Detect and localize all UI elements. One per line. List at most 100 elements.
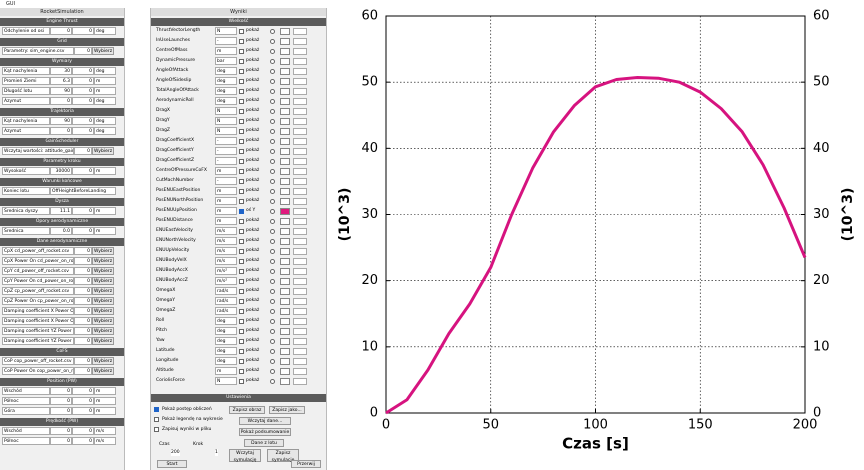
axis-checkbox[interactable] bbox=[270, 198, 275, 204]
show-checkbox[interactable] bbox=[239, 198, 244, 204]
value-input[interactable]: 11.1 bbox=[50, 207, 72, 215]
unit-select[interactable]: deg bbox=[94, 117, 116, 125]
choose-button[interactable]: Wybierz bbox=[92, 327, 114, 335]
unit-select[interactable]: m bbox=[215, 47, 237, 55]
style-dropdown[interactable] bbox=[293, 367, 307, 375]
show-checkbox[interactable] bbox=[239, 258, 244, 264]
show-checkbox[interactable] bbox=[239, 178, 244, 184]
axis-checkbox[interactable] bbox=[270, 378, 275, 384]
show-checkbox[interactable] bbox=[239, 308, 244, 314]
offset-input[interactable]: 0 bbox=[72, 397, 94, 405]
unit-select[interactable]: deg bbox=[94, 67, 116, 75]
value-input[interactable]: 0 bbox=[50, 397, 72, 405]
color-swatch[interactable] bbox=[280, 187, 290, 195]
color-swatch[interactable] bbox=[280, 327, 290, 335]
axis-checkbox[interactable] bbox=[270, 228, 275, 234]
choose-button[interactable]: Wybierz bbox=[92, 357, 114, 365]
value-input[interactable]: 30000 bbox=[50, 167, 72, 175]
choose-button[interactable]: Wybierz bbox=[92, 267, 114, 275]
color-swatch[interactable] bbox=[280, 107, 290, 115]
style-dropdown[interactable] bbox=[293, 327, 307, 335]
unit-select[interactable]: m bbox=[215, 187, 237, 195]
offset-input[interactable]: 0 bbox=[72, 167, 94, 175]
color-swatch[interactable] bbox=[280, 367, 290, 375]
start-button[interactable]: Start bbox=[157, 460, 187, 468]
show-checkbox[interactable] bbox=[239, 298, 244, 304]
axis-checkbox[interactable] bbox=[270, 48, 275, 54]
unit-select[interactable]: m bbox=[94, 407, 116, 415]
color-swatch[interactable] bbox=[280, 137, 290, 145]
value-input[interactable]: 0 bbox=[74, 147, 92, 155]
color-swatch[interactable] bbox=[280, 307, 290, 315]
style-dropdown[interactable] bbox=[293, 317, 307, 325]
color-swatch[interactable] bbox=[280, 97, 290, 105]
axis-checkbox[interactable] bbox=[270, 238, 275, 244]
style-dropdown[interactable] bbox=[293, 187, 307, 195]
choose-button[interactable]: Wybierz bbox=[92, 247, 114, 255]
style-dropdown[interactable] bbox=[293, 27, 307, 35]
choose-button[interactable]: Wybierz bbox=[92, 277, 114, 285]
unit-select[interactable]: deg bbox=[215, 327, 237, 335]
choose-button[interactable]: Wybierz bbox=[92, 147, 114, 155]
color-swatch[interactable] bbox=[280, 117, 290, 125]
value-input[interactable]: 0 bbox=[50, 27, 72, 35]
color-swatch[interactable] bbox=[280, 227, 290, 235]
style-dropdown[interactable] bbox=[293, 337, 307, 345]
unit-select[interactable]: m bbox=[215, 217, 237, 225]
value-input[interactable]: 6.3 bbox=[50, 77, 72, 85]
style-dropdown[interactable] bbox=[293, 377, 307, 385]
style-dropdown[interactable] bbox=[293, 227, 307, 235]
value-input[interactable]: 0 bbox=[74, 267, 92, 275]
offset-input[interactable]: 0 bbox=[72, 67, 94, 75]
color-swatch[interactable] bbox=[280, 237, 290, 245]
style-dropdown[interactable] bbox=[293, 157, 307, 165]
axis-checkbox[interactable] bbox=[270, 338, 275, 344]
unit-select[interactable]: deg bbox=[215, 77, 237, 85]
value-input[interactable]: 0 bbox=[50, 387, 72, 395]
color-swatch[interactable] bbox=[280, 37, 290, 45]
axis-checkbox[interactable] bbox=[270, 58, 275, 64]
show-checkbox[interactable] bbox=[239, 168, 244, 174]
value-input[interactable]: 30 bbox=[50, 67, 72, 75]
color-swatch[interactable] bbox=[280, 207, 290, 215]
axis-checkbox[interactable] bbox=[270, 368, 275, 374]
style-dropdown[interactable] bbox=[293, 257, 307, 265]
style-dropdown[interactable] bbox=[293, 287, 307, 295]
show-checkbox[interactable] bbox=[239, 28, 244, 34]
show-checkbox[interactable] bbox=[239, 158, 244, 164]
unit-select[interactable]: m/s bbox=[94, 427, 116, 435]
color-swatch[interactable] bbox=[280, 317, 290, 325]
show-checkbox[interactable] bbox=[239, 68, 244, 74]
button[interactable]: Zapisz jako... bbox=[269, 406, 305, 414]
color-swatch[interactable] bbox=[280, 247, 290, 255]
value-input[interactable]: 0 bbox=[74, 277, 92, 285]
color-swatch[interactable] bbox=[280, 27, 290, 35]
unit-select[interactable]: m/s² bbox=[215, 267, 237, 275]
color-swatch[interactable] bbox=[280, 377, 290, 385]
show-checkbox[interactable] bbox=[239, 268, 244, 274]
unit-select[interactable]: deg bbox=[215, 97, 237, 105]
value-input[interactable]: 0 bbox=[74, 297, 92, 305]
unit-select[interactable]: m bbox=[94, 77, 116, 85]
unit-select[interactable]: deg bbox=[215, 337, 237, 345]
axis-checkbox[interactable] bbox=[270, 78, 275, 84]
unit-select[interactable]: N bbox=[215, 107, 237, 115]
show-checkbox[interactable] bbox=[239, 318, 244, 324]
offset-input[interactable]: 0 bbox=[72, 27, 94, 35]
unit-select[interactable]: - bbox=[215, 157, 237, 165]
unit-select[interactable]: rad/s bbox=[215, 297, 237, 305]
axis-checkbox[interactable] bbox=[270, 108, 275, 114]
unit-select[interactable]: m bbox=[94, 397, 116, 405]
step-input[interactable]: 1 bbox=[215, 449, 218, 456]
axis-checkbox[interactable] bbox=[270, 128, 275, 134]
unit-select[interactable]: deg bbox=[94, 97, 116, 105]
style-dropdown[interactable] bbox=[293, 217, 307, 225]
color-swatch[interactable] bbox=[280, 167, 290, 175]
unit-select[interactable]: m bbox=[94, 227, 116, 235]
checkbox[interactable] bbox=[154, 417, 159, 422]
show-checkbox[interactable] bbox=[239, 128, 244, 134]
axis-checkbox[interactable] bbox=[270, 358, 275, 364]
color-swatch[interactable] bbox=[280, 47, 290, 55]
show-checkbox[interactable] bbox=[239, 58, 244, 64]
show-checkbox[interactable] bbox=[239, 248, 244, 254]
